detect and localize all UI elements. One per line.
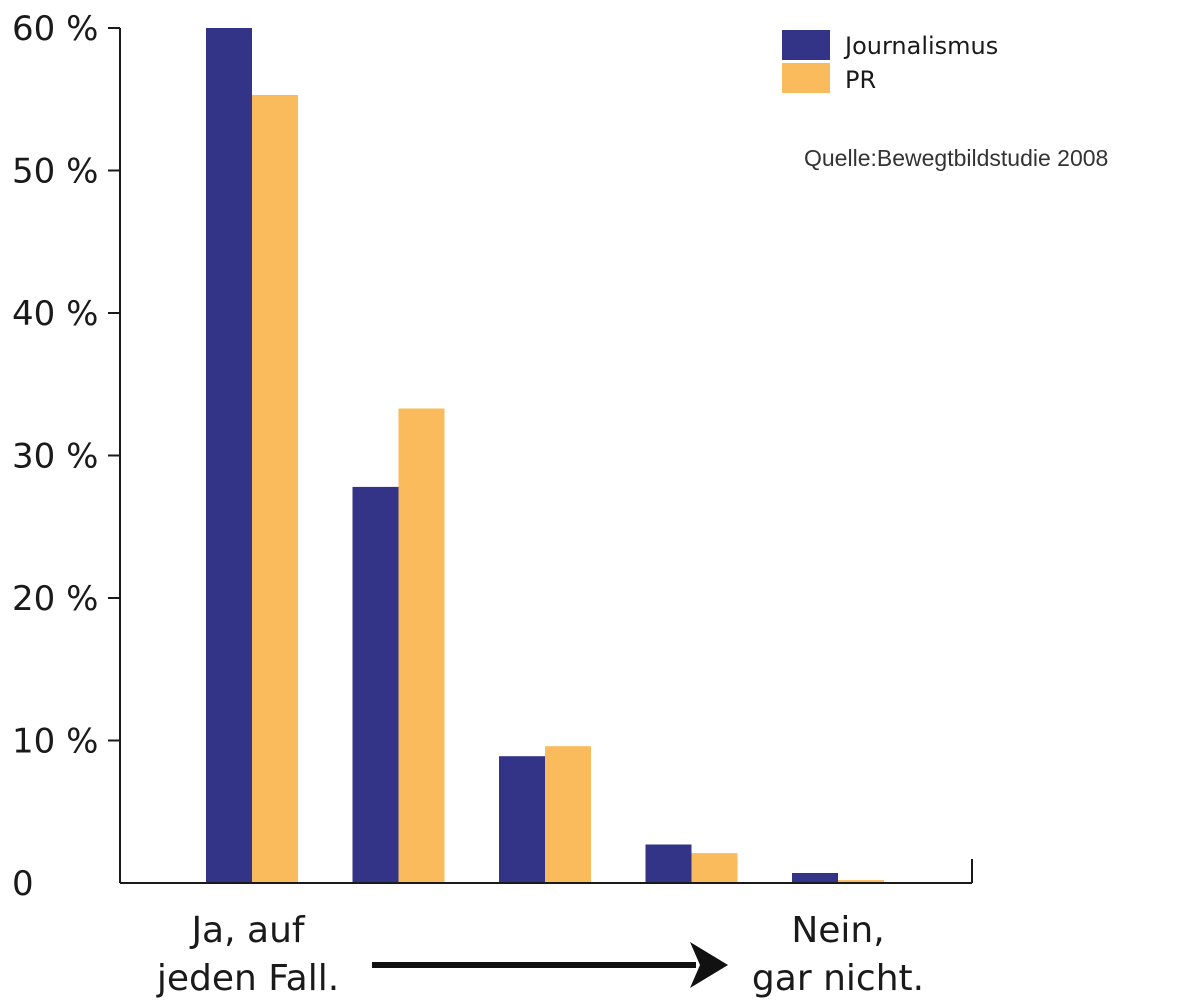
y-tick-label: 10 %: [12, 722, 98, 762]
bar-pr-5: [838, 880, 884, 883]
y-axis-ticks: 0 10 % 20 % 30 % 40 % 50 % 60 %: [12, 9, 120, 904]
legend-swatch-journalismus: [782, 30, 830, 60]
legend-label-pr: PR: [845, 66, 876, 94]
bar-pr-3: [545, 746, 591, 883]
x-scale-end-label: Nein, gar nicht.: [752, 910, 924, 999]
y-tick-label: 30 %: [12, 437, 98, 477]
legend-label-journalismus: Journalismus: [843, 32, 998, 60]
bar-journalismus-4: [645, 844, 692, 883]
y-tick-label: 50 %: [12, 152, 98, 192]
x-scale-end-line-2: gar nicht.: [752, 958, 924, 999]
x-scale-start-line-2: jeden Fall.: [156, 958, 339, 999]
y-tick-label: 20 %: [12, 579, 98, 619]
y-tick-label: 0: [12, 864, 34, 904]
bar-pr-4: [691, 853, 738, 883]
legend-swatch-pr: [782, 63, 830, 93]
x-scale-start-label: Ja, auf jeden Fall.: [156, 910, 339, 999]
bar-journalismus-5: [792, 873, 838, 883]
y-tick-label: 40 %: [12, 294, 98, 334]
bars: [206, 28, 884, 883]
legend: Journalismus PR: [782, 30, 998, 94]
bar-pr-2: [398, 408, 445, 883]
bar-journalismus-3: [499, 756, 545, 883]
scale-arrow: [372, 942, 728, 988]
source-note: Quelle:Bewegtbildstudie 2008: [804, 145, 1108, 171]
x-scale-end-line-1: Nein,: [791, 910, 884, 951]
x-scale-start-line-1: Ja, auf: [189, 910, 305, 951]
y-tick-label: 60 %: [12, 9, 98, 49]
bar-pr-1: [252, 95, 298, 883]
bar-journalismus-1: [206, 28, 252, 883]
scale-arrow-head: [690, 942, 728, 988]
bar-journalismus-2: [352, 486, 399, 883]
